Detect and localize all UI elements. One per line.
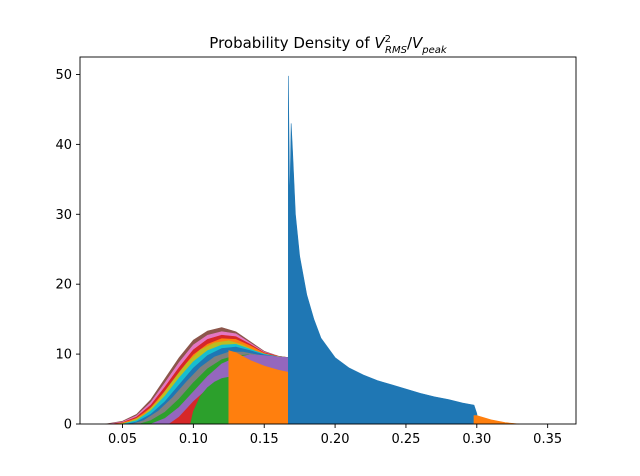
y-tick-label: 50: [55, 68, 72, 83]
y-tick-label: 40: [55, 138, 72, 153]
x-tick-label: 0.30: [462, 432, 491, 447]
series-layer: [105, 75, 520, 425]
chart-title-subscript-rms: RMS: [385, 45, 408, 56]
density-area-14: [473, 415, 520, 425]
y-tick-label: 20: [55, 278, 72, 293]
density-area-13: [288, 75, 479, 425]
plot-area-frame: [79, 56, 577, 425]
x-tick-label: 0.05: [108, 432, 137, 447]
chart-title-superscript: 2: [385, 34, 391, 45]
chart-title-prefix: Probability Density of: [209, 34, 374, 52]
x-tick-label: 0.15: [250, 432, 279, 447]
y-tick-label: 10: [55, 348, 72, 363]
chart-title: Probability Density of V2 RMS/Vpeak: [209, 34, 448, 56]
chart-title-v1: V: [374, 34, 386, 52]
y-tick-label: 0: [64, 418, 72, 433]
chart-title-slash: /: [407, 34, 413, 52]
x-tick-label: 0.25: [391, 432, 420, 447]
x-tick-label: 0.10: [179, 432, 208, 447]
y-tick-label: 30: [55, 208, 72, 223]
x-tick-label: 0.35: [533, 432, 562, 447]
tick-layer: 0.05 0.10 0.15 0.20 0.25 0.30 0.35 0 10 20 30 40 50: [55, 68, 562, 447]
chart-title-subscript-peak: peak: [421, 45, 448, 56]
chart-title-v2: V: [412, 34, 424, 52]
x-tick-label: 0.20: [321, 432, 350, 447]
